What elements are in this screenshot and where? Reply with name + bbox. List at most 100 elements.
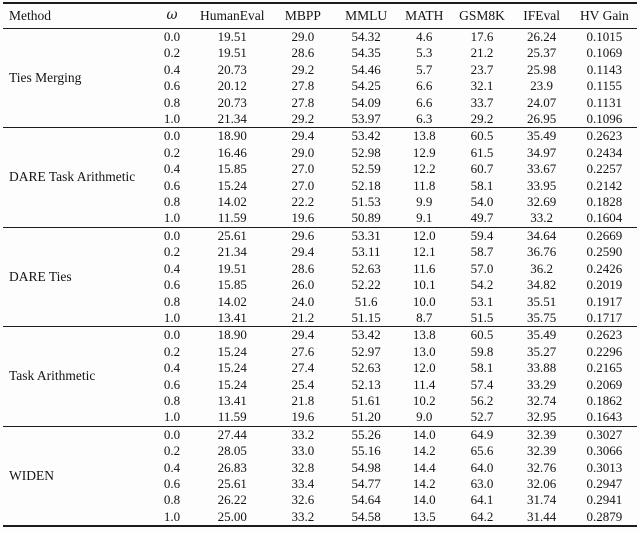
metric-value: 20.12 xyxy=(217,78,247,94)
metric-value: 21.2 xyxy=(291,309,315,325)
metric-value: 33.7 xyxy=(470,94,494,110)
metric-value: 15.24 xyxy=(217,360,247,376)
metric-value: 12.0 xyxy=(412,360,436,376)
method-group: Task Arithmetic 0.0 18.90 29.4 53.42 13.8 60.5… xyxy=(3,327,637,427)
metric-value: 10.1 xyxy=(412,277,436,293)
metric-value: 54.25 xyxy=(351,78,381,94)
omega-value: 0.0 xyxy=(163,426,181,442)
metric-value: 0.1143 xyxy=(586,61,623,77)
metric-value: 0.2590 xyxy=(586,244,623,260)
metric-value: 32.06 xyxy=(527,475,557,491)
metric-value: 60.5 xyxy=(470,327,494,343)
metric-value: 25.00 xyxy=(217,508,247,524)
table-row: WIDEN 0.0 27.44 33.2 55.26 14.0 64.9 32.39 0.302… xyxy=(3,426,637,483)
metric-value: 57.0 xyxy=(470,260,494,276)
table-row: 0.4 15.24 27.4 52.63 12.0 58.1 33.88 0.2165 xyxy=(3,360,637,376)
metric-value: 60.5 xyxy=(470,128,494,144)
metric-value: 54.46 xyxy=(351,61,381,77)
omega-value: 0.0 xyxy=(163,327,181,343)
metric-value: 25.61 xyxy=(217,475,247,491)
omega-value: 1.0 xyxy=(163,309,181,325)
table-row: 0.6 15.24 25.4 52.13 11.4 57.4 33.29 0.2069 xyxy=(3,377,637,393)
method-group: WIDEN 0.0 27.44 33.2 55.26 14.0 64.9 32.39 0.302… xyxy=(3,426,637,526)
metric-value: 35.27 xyxy=(527,343,557,359)
metric-value: 20.73 xyxy=(217,94,247,110)
metric-value: 49.7 xyxy=(470,210,494,226)
metric-value: 15.24 xyxy=(217,177,247,193)
metric-value: 29.4 xyxy=(291,128,315,144)
metric-value: 32.1 xyxy=(470,78,494,94)
metric-value: 29.0 xyxy=(291,144,315,160)
metric-value: 14.4 xyxy=(412,459,436,475)
table-row: 0.6 15.85 26.0 52.22 10.1 54.2 34.82 0.2019 xyxy=(3,277,637,293)
omega-value: 1.0 xyxy=(163,508,181,524)
metric-value: 59.4 xyxy=(470,227,494,243)
metric-value: 29.0 xyxy=(291,29,315,44)
results-table: Method ω HumanEval MBPP MMLU MATH GSM8K … xyxy=(3,2,637,528)
metric-value: 35.49 xyxy=(527,327,557,343)
metric-value: 15.24 xyxy=(217,376,247,392)
metric-value: 19.51 xyxy=(217,45,247,61)
metric-value: 35.49 xyxy=(527,128,557,144)
method-group: DARE Ties 0.0 25.61 29.6 53.31 12.0 59.4 34.64 0… xyxy=(3,227,637,327)
metric-value: 51.61 xyxy=(351,392,381,408)
metric-value: 54.09 xyxy=(351,94,381,110)
table-row: DARE Task Arithmetic 0.0 18.90 29.4 53.42 13.… xyxy=(3,128,637,184)
metric-value: 0.1604 xyxy=(586,210,623,226)
metric-value: 26.95 xyxy=(527,111,557,127)
metric-value: 15.85 xyxy=(217,277,247,293)
metric-value: 33.29 xyxy=(527,376,557,392)
metric-value: 13.0 xyxy=(412,343,436,359)
metric-value: 26.24 xyxy=(527,29,557,44)
metric-value: 29.6 xyxy=(291,227,315,243)
metric-value: 63.0 xyxy=(470,475,494,491)
table-row: 0.2 28.05 33.0 55.16 14.2 65.6 32.39 0.3066 xyxy=(3,443,637,459)
metric-value: 23.9 xyxy=(530,78,554,94)
metric-value: 10.0 xyxy=(412,293,436,309)
metric-value: 14.0 xyxy=(412,492,436,508)
metric-value: 33.2 xyxy=(291,426,315,442)
metric-value: 17.6 xyxy=(470,29,494,44)
omega-value: 1.0 xyxy=(163,210,181,226)
metric-value: 27.6 xyxy=(291,343,315,359)
metric-value: 54.98 xyxy=(351,459,381,475)
metric-value: 27.8 xyxy=(291,94,315,110)
metric-value: 33.2 xyxy=(530,210,554,226)
metric-value: 52.63 xyxy=(351,260,381,276)
table-row: 1.0 13.41 21.2 51.15 8.7 51.5 35.75 0.1717 xyxy=(3,310,637,327)
table-row: 0.6 15.24 27.0 52.18 11.8 58.1 33.95 0.2142 xyxy=(3,178,637,194)
metric-value: 26.83 xyxy=(217,459,247,475)
metric-value: 12.1 xyxy=(412,244,436,260)
metric-value: 60.7 xyxy=(470,161,494,177)
metric-value: 31.44 xyxy=(527,508,557,524)
metric-value: 34.82 xyxy=(527,277,557,293)
metric-value: 10.2 xyxy=(412,392,436,408)
metric-value: 14.2 xyxy=(412,475,436,491)
metric-value: 9.9 xyxy=(416,194,433,210)
metric-value: 23.7 xyxy=(470,61,494,77)
metric-value: 0.2257 xyxy=(586,161,623,177)
metric-value: 32.74 xyxy=(527,392,557,408)
col-header-hv-gain: HV Gain xyxy=(571,3,637,29)
col-header-math: MATH xyxy=(396,3,453,29)
metric-value: 51.20 xyxy=(351,409,381,425)
metric-value: 22.2 xyxy=(291,194,315,210)
method-label: DARE Task Arithmetic xyxy=(9,169,136,185)
table-row: 1.0 25.00 33.2 54.58 13.5 64.2 31.44 0.2879 xyxy=(3,509,637,526)
table-row: 0.2 21.34 29.4 53.11 12.1 58.7 36.76 0.2590 xyxy=(3,244,637,260)
metric-value: 51.53 xyxy=(351,194,381,210)
metric-value: 12.9 xyxy=(412,144,436,160)
metric-value: 5.3 xyxy=(416,45,433,61)
table-row: 1.0 11.59 19.6 50.89 9.1 49.7 33.2 0.1604 xyxy=(3,210,637,227)
table-row: 0.8 20.73 27.8 54.09 6.6 33.7 24.07 0.1131 xyxy=(3,95,637,111)
metric-value: 27.8 xyxy=(291,78,315,94)
method-group: Ties Merging 0.0 19.51 29.0 54.32 4.6 17.6 26.2… xyxy=(3,29,637,128)
metric-value: 52.22 xyxy=(351,277,381,293)
metric-value: 29.2 xyxy=(470,111,494,127)
metric-value: 54.0 xyxy=(470,194,494,210)
metric-value: 61.5 xyxy=(470,144,494,160)
table-row: Task Arithmetic 0.0 18.90 29.4 53.42 13.8 60.5… xyxy=(3,327,637,383)
metric-value: 26.0 xyxy=(291,277,315,293)
metric-value: 14.02 xyxy=(217,293,247,309)
